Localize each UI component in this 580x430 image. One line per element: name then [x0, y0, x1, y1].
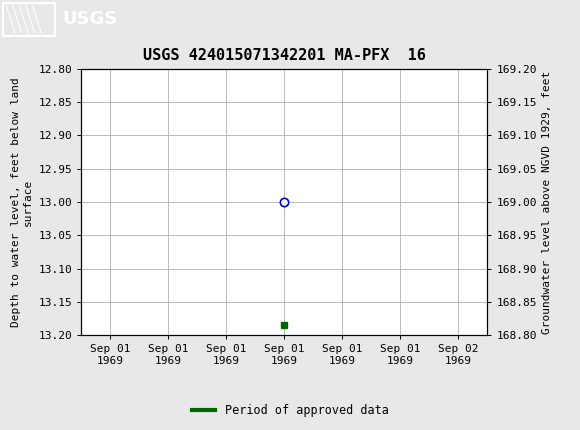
Legend: Period of approved data: Period of approved data	[187, 399, 393, 422]
Y-axis label: Depth to water level, feet below land
surface: Depth to water level, feet below land su…	[11, 77, 33, 327]
Title: USGS 424015071342201 MA-PFX  16: USGS 424015071342201 MA-PFX 16	[143, 49, 426, 64]
Text: USGS: USGS	[63, 10, 118, 28]
Y-axis label: Groundwater level above NGVD 1929, feet: Groundwater level above NGVD 1929, feet	[542, 71, 552, 334]
Bar	[3, 3, 55, 36]
